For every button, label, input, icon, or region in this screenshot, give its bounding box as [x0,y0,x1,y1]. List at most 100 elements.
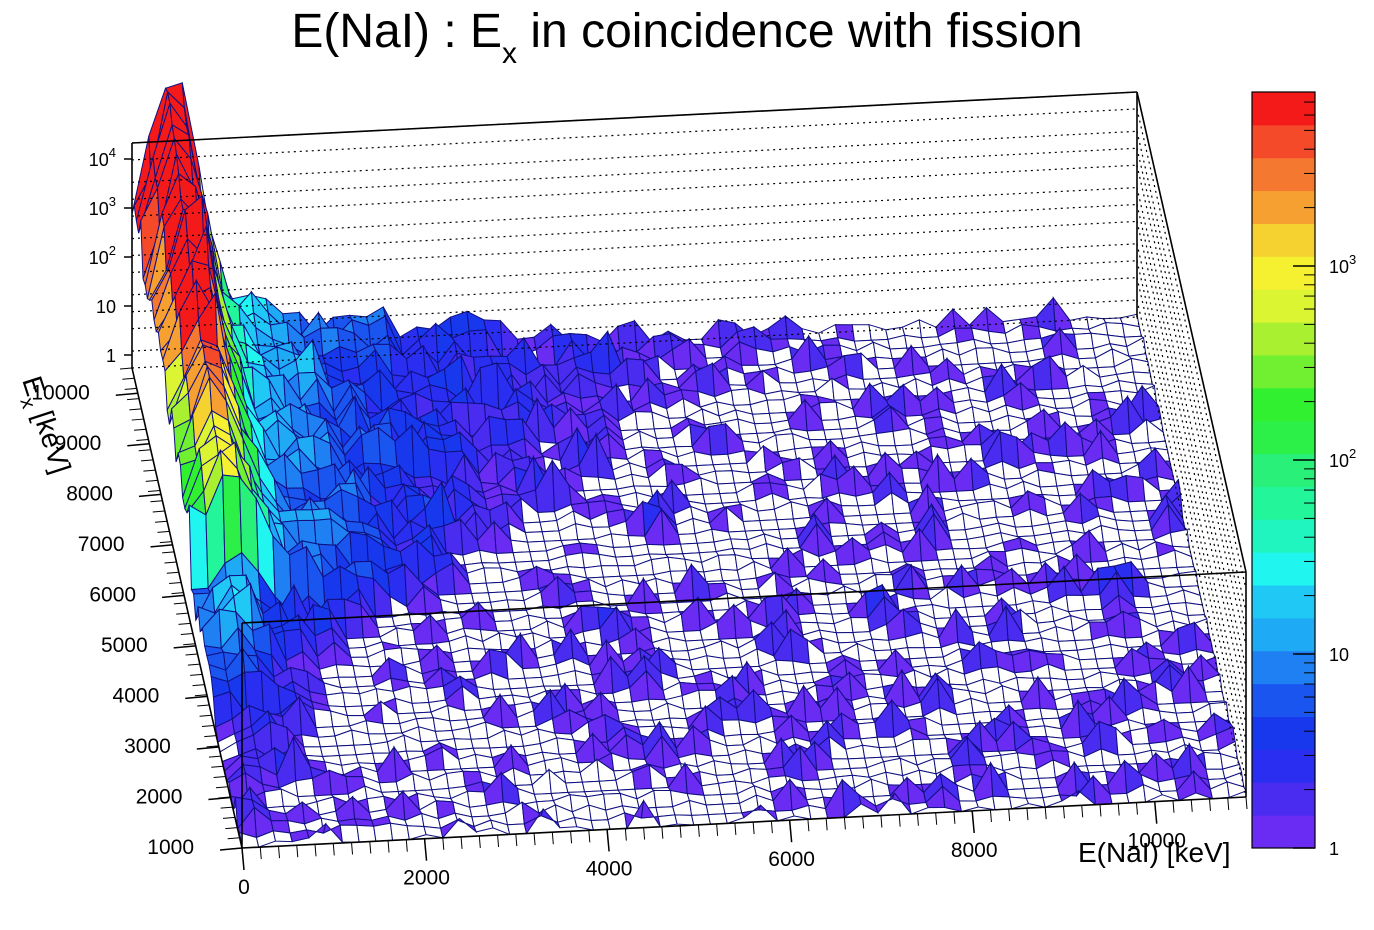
y-minor-tick [145,479,158,482]
y-minor-tick [122,377,135,380]
y-minor-tick [185,653,198,656]
y-minor-tick [190,673,203,676]
x-minor-tick [369,841,372,854]
y-tick-label: 4000 [113,684,160,707]
mesh-cell [1052,296,1073,332]
x-minor-tick [661,826,664,839]
mesh-cell [935,548,956,561]
x-minor-tick [843,817,846,830]
x-tick-label: 4000 [586,857,633,880]
mesh-cell [703,568,724,583]
mesh-cell [954,557,975,570]
mesh-cell [348,646,369,658]
mesh-cell [610,533,631,549]
x-minor-tick [570,831,573,844]
mesh-cell [837,563,858,575]
mesh-cell [336,744,357,757]
y-minor-tick [199,714,212,717]
y-tick-label: 7000 [78,533,125,556]
mesh-cell [722,802,743,815]
mesh-cell [470,737,491,749]
x-tick-label: 2000 [403,867,450,890]
mesh-cell [774,809,795,822]
mesh-cell [1095,657,1116,670]
mesh-cell [1169,528,1190,548]
mesh-cell [1203,751,1224,770]
mesh-cell [411,701,432,714]
y-minor-tick [131,418,144,421]
x-minor-tick [1062,806,1065,819]
palette-swatch [1252,749,1315,783]
mesh-cell [423,825,444,839]
mesh-cell [794,671,815,685]
mesh-cell [512,551,533,563]
mesh-cell [373,822,394,842]
z-gridline [131,186,1138,240]
y-tick-mark [173,645,196,649]
mesh-cell [1039,707,1060,720]
mesh-cell [1132,371,1153,385]
y-minor-tick [183,643,196,646]
mesh-cell [581,780,603,793]
y-minor-tick [162,551,175,554]
mesh-cell [955,489,976,502]
y-minor-tick [201,724,214,727]
y-minor-tick [129,408,142,411]
y-minor-tick [173,602,186,605]
mesh-cell [1049,677,1070,691]
y-tick-label: 8000 [66,482,113,505]
mesh-cell [488,415,509,446]
y-minor-tick [227,837,240,840]
mesh-cell [483,567,504,584]
x-minor-tick [278,846,281,859]
mesh-cell [495,552,516,564]
mesh-cell [406,825,427,841]
y-tick-mark [127,443,150,447]
z-gridline [131,243,1138,296]
mesh-cell [818,776,839,791]
mesh-cell [717,780,738,796]
y-minor-tick [220,806,233,809]
palette-swatch [1252,124,1315,159]
y-minor-tick [136,438,149,441]
mesh-cell [615,555,636,567]
mesh-cell [1204,690,1225,703]
mesh-cell [858,659,880,672]
mesh-cell [1050,529,1071,543]
z-tick-label: 102 [89,243,116,268]
mesh-cell [701,782,722,796]
mesh-cell [878,746,899,758]
x-minor-tick [296,845,299,858]
x-minor-tick [533,833,536,846]
x-minor-tick [880,815,883,828]
mesh-cell [708,423,729,456]
x-minor-tick [1172,800,1175,813]
mesh-cell [492,610,513,623]
mesh-cell [975,347,996,365]
mesh-cell [600,565,621,578]
mesh-cell [968,306,989,332]
mesh-cell [851,324,872,342]
mesh-cell [861,744,883,759]
mesh-cell [700,318,721,349]
mesh-cell [871,638,892,652]
palette-swatch [1252,223,1315,257]
mesh-cell [724,812,745,825]
mesh-cell [857,721,878,740]
mesh-cell [485,581,506,594]
mesh-cell [918,319,939,339]
z-gridline [131,130,1138,183]
mesh-cell [702,493,723,505]
mesh-cell [767,315,788,340]
mesh-cell [835,631,856,644]
mesh-cell [1019,766,1040,780]
mesh-cell [703,794,724,806]
x-tick-label: 6000 [768,848,815,871]
mesh-cell [1008,796,1030,810]
x-minor-tick [1208,798,1211,811]
palette-swatch [1252,453,1315,487]
mesh-cell [1008,351,1030,363]
x-minor-tick [387,840,390,853]
y-minor-tick [180,633,193,636]
mesh-cell [1117,529,1138,542]
